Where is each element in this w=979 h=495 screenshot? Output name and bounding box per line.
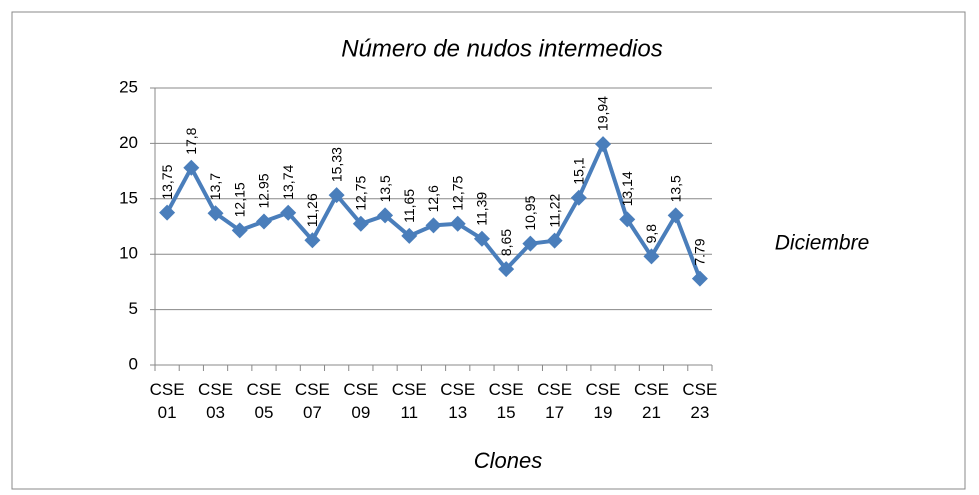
y-tick-label: 0: [129, 354, 138, 373]
data-label: 12,6: [425, 185, 441, 212]
marker: [183, 159, 200, 176]
x-tick-label: CSE 21: [633, 380, 669, 422]
x-axis-label: Clones: [474, 448, 542, 473]
marker: [255, 213, 272, 230]
data-label: 9,8: [643, 224, 659, 244]
marker: [304, 232, 321, 249]
marker: [643, 248, 660, 265]
data-label: 12,15: [231, 182, 247, 217]
x-tick-label: CSE 15: [488, 380, 524, 422]
marker: [280, 204, 297, 221]
marker: [159, 204, 176, 221]
y-tick-label: 15: [119, 188, 138, 207]
marker: [207, 205, 224, 222]
data-label: 12.95: [256, 173, 272, 208]
marker: [691, 270, 708, 287]
x-tick-label: CSE 07: [294, 380, 330, 422]
data-label: 13,5: [377, 175, 393, 202]
marker: [498, 261, 515, 278]
data-label: 12,75: [353, 175, 369, 210]
data-label: 13,14: [619, 171, 635, 206]
data-label: 7.79: [692, 238, 708, 265]
marker: [570, 189, 587, 206]
marker: [352, 215, 369, 232]
data-label: 10,95: [522, 195, 538, 230]
marker: [522, 235, 539, 252]
x-tick-label: CSE 23: [682, 380, 718, 422]
data-label: 12,75: [449, 175, 465, 210]
x-tick-label: CSE 17: [537, 380, 573, 422]
chart-border: [11, 11, 966, 490]
marker: [546, 232, 563, 249]
y-tick-label: 20: [119, 133, 138, 152]
marker: [449, 215, 466, 232]
marker: [328, 187, 345, 204]
marker: [401, 227, 418, 244]
marker: [473, 230, 490, 247]
x-tick-label: CSE 01: [149, 380, 185, 422]
data-label: 19,94: [595, 96, 611, 131]
data-label: 13,74: [280, 165, 296, 200]
data-label: 11,65: [401, 189, 417, 223]
y-tick-label: 5: [129, 299, 138, 318]
marker: [377, 207, 394, 224]
x-tick-label: CSE 09: [343, 380, 379, 422]
data-label: 17,8: [183, 127, 199, 154]
data-label: 11,22: [546, 193, 562, 227]
data-label: 11,39: [474, 192, 490, 226]
x-tick-label: CSE 19: [585, 380, 621, 422]
legend-label: Diciembre: [775, 232, 870, 255]
marker: [667, 207, 684, 224]
x-tick-label: CSE 11: [391, 380, 427, 422]
data-label: 13,7: [207, 173, 223, 200]
data-label: 13,75: [159, 164, 175, 199]
data-label: 15,33: [328, 147, 344, 182]
marker: [595, 136, 612, 153]
marker: [619, 211, 636, 228]
chart-title: Número de nudos intermedios: [341, 35, 663, 62]
marker: [231, 222, 248, 239]
data-label: 11,26: [304, 193, 320, 227]
y-tick-label: 25: [119, 77, 138, 96]
x-tick-label: CSE 13: [440, 380, 476, 422]
data-label: 8,65: [498, 229, 514, 256]
marker: [425, 217, 442, 234]
data-label: 15,1: [571, 157, 587, 184]
x-tick-label: CSE 05: [246, 380, 282, 422]
data-label: 13,5: [667, 175, 683, 202]
y-tick-label: 10: [119, 244, 138, 263]
x-tick-label: CSE 03: [198, 380, 234, 422]
